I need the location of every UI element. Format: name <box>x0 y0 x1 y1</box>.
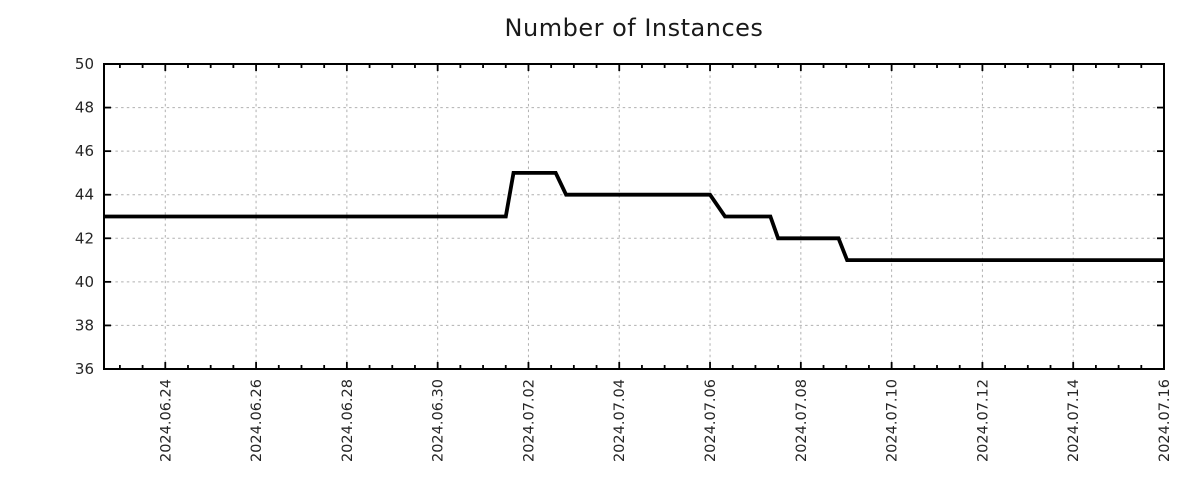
x-tick-label: 2024.07.14 <box>1066 379 1082 462</box>
x-tick-label: 2024.07.06 <box>703 379 719 462</box>
y-tick-label: 36 <box>75 360 94 378</box>
y-tick-label: 40 <box>75 273 94 291</box>
y-tick-label: 46 <box>75 142 94 160</box>
plot-frame <box>103 63 1165 370</box>
x-tick-labels: 2024.06.24 2024.06.26 2024.06.28 2024.06.30… <box>158 379 1173 462</box>
chart-title: Number of Instances <box>504 14 764 42</box>
x-tick-label: 2024.06.26 <box>249 379 265 462</box>
x-tick-label: 2024.07.10 <box>885 379 901 462</box>
y-tick-label: 44 <box>75 186 94 204</box>
y-tick-labels: 36 38 40 42 44 46 48 50 <box>75 55 94 378</box>
y-tick-label: 50 <box>75 55 94 73</box>
data-line <box>104 170 1164 263</box>
x-tick-label: 2024.06.28 <box>340 379 356 462</box>
x-tick-label: 2024.07.08 <box>794 379 810 462</box>
axis-ticks <box>104 63 1165 370</box>
y-tick-label: 48 <box>75 99 94 117</box>
x-tick-label: 2024.06.24 <box>158 379 174 462</box>
y-tick-label: 42 <box>75 229 94 247</box>
x-tick-label: 2024.07.02 <box>521 379 537 462</box>
x-tick-label: 2024.07.12 <box>975 379 991 462</box>
x-tick-label: 2024.06.30 <box>431 379 447 462</box>
y-tick-label: 38 <box>75 316 94 334</box>
x-tick-label: 2024.07.04 <box>612 379 628 462</box>
x-tick-label: 2024.07.16 <box>1157 379 1173 462</box>
